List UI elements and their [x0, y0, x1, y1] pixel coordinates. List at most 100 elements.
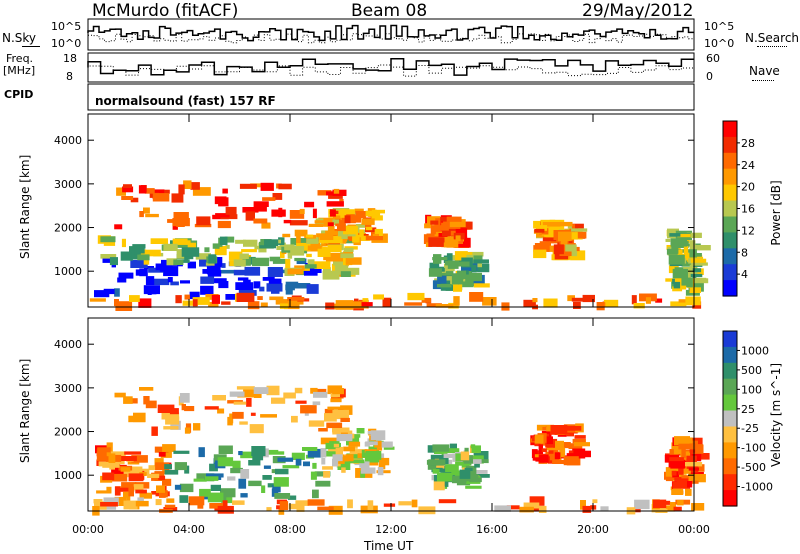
echo-cell — [332, 454, 343, 462]
echo-cell — [592, 499, 598, 504]
echo-cell — [240, 469, 250, 479]
echo-cell — [573, 450, 591, 458]
echo-cell — [441, 269, 454, 276]
echo-cell — [106, 486, 112, 493]
echo-cell — [323, 471, 330, 478]
echo-cell — [108, 453, 116, 463]
echo-cell — [378, 441, 393, 448]
echo-cell — [361, 224, 372, 228]
echo-cell — [332, 189, 347, 196]
echo-cell — [383, 446, 395, 450]
echo-cell — [328, 505, 343, 515]
echo-cell — [455, 228, 468, 238]
echo-cell — [364, 449, 377, 453]
echo-cell — [217, 505, 234, 514]
echo-cell — [139, 211, 144, 218]
echo-cell — [471, 263, 490, 273]
echo-cell — [93, 499, 103, 504]
echo-cell — [150, 238, 168, 244]
echo-cell — [374, 440, 382, 448]
echo-cell — [274, 493, 291, 499]
echo-cell — [110, 473, 128, 482]
echo-cell — [155, 499, 162, 506]
echo-cell — [271, 488, 279, 497]
noise-left-label: N.Sky — [2, 31, 37, 45]
echo-cell — [527, 506, 541, 512]
echo-cell — [570, 231, 587, 239]
cpid-value: normalsound (fast) 157 RF — [95, 94, 276, 108]
echo-cell — [295, 500, 309, 506]
colorbar-swatch — [723, 152, 737, 170]
echo-cell — [154, 458, 164, 467]
echo-cell — [321, 458, 326, 465]
echo-cell — [327, 225, 335, 232]
echo-cell — [261, 222, 271, 229]
echo-cell — [471, 445, 481, 453]
echo-cell — [541, 430, 557, 435]
echo-cell — [266, 507, 272, 511]
echo-cell — [218, 281, 229, 289]
echo-cell — [248, 460, 261, 466]
echo-cell — [212, 395, 226, 401]
echo-cell — [272, 258, 287, 264]
colorbar-frame — [722, 330, 738, 507]
echo-cell — [239, 183, 257, 189]
echo-cell — [121, 456, 137, 461]
colorbar-swatch — [723, 378, 737, 396]
echo-cell — [260, 414, 277, 418]
echo-cell — [287, 495, 297, 500]
echo-cell — [326, 422, 343, 429]
echo-cell — [563, 456, 579, 466]
echo-cell — [377, 467, 384, 476]
echo-cell — [283, 219, 292, 224]
echo-cell — [99, 505, 117, 510]
echo-cell — [336, 433, 353, 442]
echo-cell — [208, 254, 217, 264]
echo-cell — [116, 187, 126, 196]
echo-cell — [164, 469, 179, 475]
echo-cell — [341, 467, 346, 473]
echo-cell — [269, 296, 284, 301]
echo-cell — [217, 220, 231, 229]
echo-cell — [219, 236, 228, 246]
echo-cell — [333, 443, 339, 448]
echo-cell — [327, 406, 344, 410]
echo-cell — [145, 400, 157, 409]
echo-cell — [465, 251, 484, 257]
echo-cell — [332, 409, 349, 420]
echo-cell — [435, 304, 454, 308]
echo-cell — [559, 447, 566, 458]
echo-cell — [198, 447, 205, 458]
noise-panel-frame — [87, 18, 695, 51]
echo-cell — [471, 264, 477, 273]
colorbar-tick-label: 4 — [741, 268, 748, 281]
nave-tick-top: 60 — [706, 52, 720, 65]
colorbar-swatch — [723, 232, 737, 249]
echo-cell — [534, 442, 541, 447]
echo-cell — [289, 220, 308, 226]
echo-cell — [634, 499, 650, 510]
echo-cell — [532, 456, 539, 461]
echo-cell — [192, 299, 198, 307]
echo-cell — [253, 218, 268, 224]
echo-cell — [367, 431, 373, 435]
echo-cell — [692, 268, 702, 273]
station-title: McMurdo (fitACF) — [92, 1, 239, 21]
echo-cell — [249, 424, 264, 434]
echo-cell — [317, 506, 334, 511]
echo-cell — [295, 400, 307, 404]
echo-cell — [180, 280, 190, 284]
power-heatmap — [89, 180, 711, 311]
echo-cell — [693, 278, 709, 284]
echo-cell — [407, 292, 425, 301]
echo-cell — [582, 505, 592, 513]
echo-cell — [139, 492, 152, 499]
echo-cell — [171, 193, 184, 203]
colorbar-tick-label: 28 — [741, 137, 755, 150]
echo-cell — [534, 228, 545, 233]
echo-cell — [464, 467, 473, 471]
echo-cell — [674, 285, 687, 290]
echo-cell — [367, 500, 374, 510]
colorbar-swatch — [723, 394, 737, 412]
echo-cell — [102, 462, 120, 468]
